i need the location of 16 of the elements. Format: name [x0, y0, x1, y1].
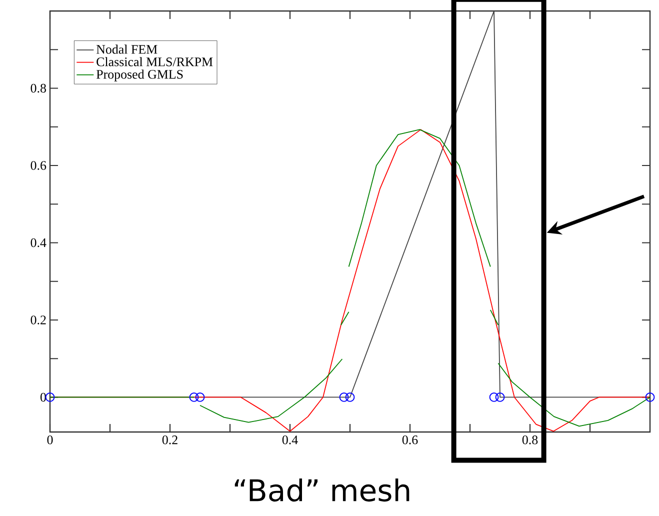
y-tick-label: 0.6 — [30, 161, 46, 170]
line-series — [348, 129, 491, 268]
y-tick-label: 0.2 — [30, 316, 46, 324]
y-tick-label: 0.8 — [30, 84, 46, 93]
x-tick-label: 0.8 — [522, 436, 538, 444]
x-tick-label: 0 — [47, 436, 53, 444]
x-tick-label: 0.2 — [162, 436, 178, 444]
x-tick-label: 0.6 — [402, 436, 418, 444]
x-tick-label: 0.4 — [282, 436, 298, 444]
legend-label: Classical MLS/RKPM — [96, 57, 213, 66]
line-series — [200, 358, 343, 423]
legend-label: Proposed GMLS — [96, 70, 183, 82]
y-tick-label: 0.4 — [30, 238, 46, 248]
text: “Bad” mesh — [234, 478, 410, 502]
legend-label: Nodal FEM — [96, 44, 158, 54]
line-series — [498, 362, 650, 427]
